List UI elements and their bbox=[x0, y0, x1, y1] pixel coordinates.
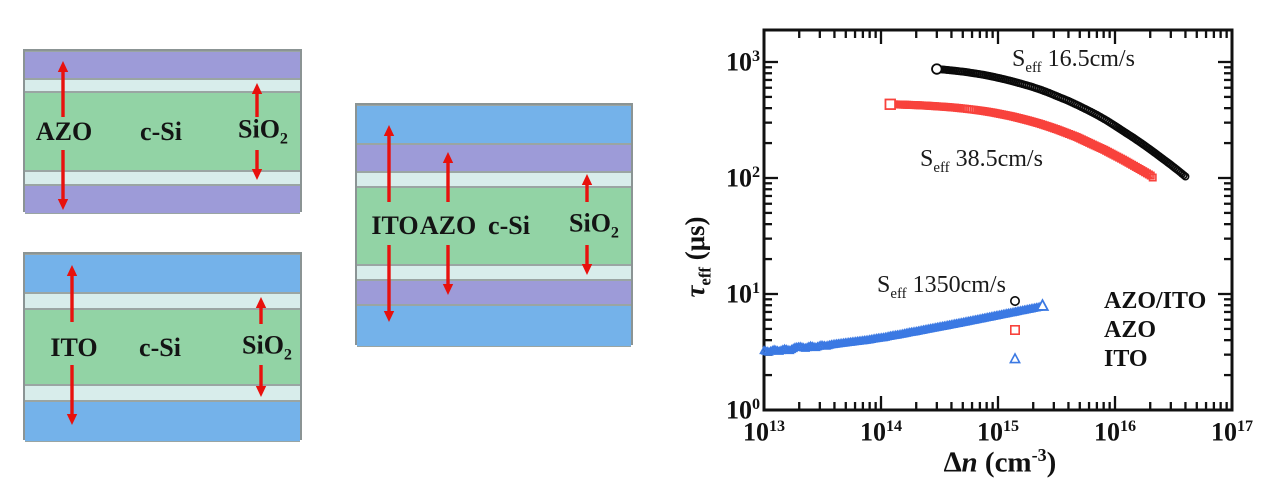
legend-label: ITO bbox=[1104, 345, 1148, 372]
layer-sio2 bbox=[25, 385, 300, 401]
x-tick-label-1e13: 1013 bbox=[742, 417, 786, 447]
legend-label: AZO/ITO bbox=[1104, 287, 1207, 314]
stack-diagram-ito-sio2: ITO c-Si SiO2 bbox=[23, 252, 302, 442]
legend-label: AZO bbox=[1104, 316, 1157, 343]
material-label-ito: ITO bbox=[371, 211, 419, 240]
material-label-csi: c-Si bbox=[140, 117, 182, 146]
material-label-csi: c-Si bbox=[139, 333, 181, 362]
layer-azo bbox=[25, 51, 300, 79]
x-tick-label-1e17: 1017 bbox=[1210, 417, 1254, 447]
material-label-ito: ITO bbox=[50, 333, 98, 362]
layer-ito bbox=[357, 305, 631, 347]
circle-marker-icon bbox=[1010, 295, 1020, 306]
layer-azo bbox=[357, 144, 631, 172]
chart-legend: AZO/ITO AZO ITO bbox=[1002, 286, 1206, 373]
material-label-sio: SiO2 bbox=[238, 114, 288, 148]
y-tick-label-1e3: 103 bbox=[725, 47, 760, 77]
material-label-csi: c-Si bbox=[488, 211, 530, 240]
x-tick-label-1e15: 1015 bbox=[976, 417, 1020, 447]
series-azo bbox=[884, 98, 1157, 182]
annotation-seff-azo-ito: Seff 16.5cm/s bbox=[1012, 46, 1135, 76]
x-axis-title: ∆n (cm-3) bbox=[943, 445, 1057, 479]
layer-azo bbox=[25, 185, 300, 214]
material-label-sio: SiO2 bbox=[242, 330, 292, 364]
layer-ito bbox=[357, 105, 631, 144]
square-marker-icon bbox=[1010, 324, 1020, 335]
annotation-seff-azo: Seff 38.5cm/s bbox=[920, 146, 1043, 176]
y-tick-label-1e0: 100 bbox=[725, 395, 760, 425]
material-label-azo: AZO bbox=[419, 211, 477, 240]
y-tick-label-1e2: 102 bbox=[725, 163, 760, 193]
y-tick-label-1e1: 101 bbox=[725, 279, 760, 309]
layer-sio2 bbox=[25, 171, 300, 185]
layer-csi bbox=[25, 92, 300, 171]
series-azo-ito bbox=[931, 63, 1190, 181]
stack-diagram-ito-azo-sio2: ITO AZO c-Si SiO2 bbox=[355, 103, 633, 347]
y-axis-title: τeff (μs) bbox=[679, 216, 715, 298]
delta-symbol: ∆ bbox=[943, 446, 962, 479]
material-label-azo: AZO bbox=[35, 117, 93, 146]
layer-sio2 bbox=[25, 293, 300, 309]
annotation-seff-ito: Seff 1350cm/s bbox=[877, 272, 1006, 302]
layer-sio2 bbox=[25, 79, 300, 92]
triangle-marker-icon bbox=[1009, 351, 1021, 363]
series-ito bbox=[759, 298, 1050, 356]
legend-item-azo-ito: AZO/ITO bbox=[1002, 286, 1206, 315]
layer-azo bbox=[357, 280, 631, 305]
layer-sio2 bbox=[357, 265, 631, 280]
x-tick-label-1e16: 1016 bbox=[1093, 417, 1137, 447]
legend-item-azo: AZO bbox=[1002, 315, 1206, 344]
legend-item-ito: ITO bbox=[1002, 344, 1206, 373]
material-label-sio: SiO2 bbox=[569, 208, 619, 242]
layer-sio2 bbox=[357, 172, 631, 187]
x-tick-label-1e14: 1014 bbox=[859, 417, 903, 447]
